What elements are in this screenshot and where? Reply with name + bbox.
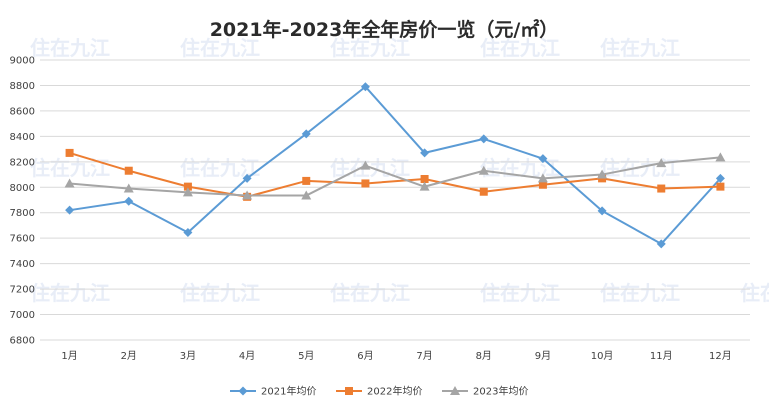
data-point-marker xyxy=(64,178,75,188)
data-point-marker xyxy=(360,160,371,170)
x-tick-label: 1月 xyxy=(61,350,77,362)
data-point-marker xyxy=(65,148,74,157)
series-line xyxy=(69,151,721,198)
data-point-marker xyxy=(65,205,75,215)
y-tick-label: 7400 xyxy=(10,259,35,270)
x-tick-label: 12月 xyxy=(709,350,732,362)
x-tick-label: 5月 xyxy=(298,350,314,362)
data-point-marker xyxy=(301,129,311,139)
data-point-marker xyxy=(301,190,312,200)
series-3 xyxy=(64,152,726,200)
data-point-marker xyxy=(597,206,607,216)
y-tick-label: 8200 xyxy=(10,157,35,168)
watermark-text: 住在九江 xyxy=(330,281,410,305)
watermark-text: 住在九江 xyxy=(480,281,560,305)
data-point-marker xyxy=(538,180,547,189)
data-point-marker xyxy=(479,134,489,144)
data-point-marker xyxy=(657,184,666,193)
data-point-marker xyxy=(716,182,725,191)
legend-item: 2023年均价 xyxy=(442,385,528,398)
data-point-marker xyxy=(242,173,252,183)
legend-marker xyxy=(345,387,353,395)
watermark-text: 住在九江 xyxy=(30,156,110,180)
data-point-marker xyxy=(183,182,192,191)
y-tick-label: 7600 xyxy=(10,234,35,245)
y-tick-label: 9000 xyxy=(10,56,35,67)
y-tick-label: 8600 xyxy=(10,106,35,117)
chart-title: 2021年-2023年全年房价一览（元/㎡） xyxy=(210,18,559,41)
x-axis: 1月 2月 3月 4月 5月 6月 7月 8月 9月 10月 11月 12月 xyxy=(61,350,731,362)
y-tick-label: 7800 xyxy=(10,208,35,219)
data-point-marker xyxy=(537,173,548,183)
watermark-text: 住在九江 xyxy=(180,36,260,60)
data-point-marker xyxy=(715,152,726,162)
series-layer xyxy=(64,82,726,249)
data-point-marker xyxy=(360,82,370,92)
data-point-marker xyxy=(420,148,430,158)
y-tick-label: 8400 xyxy=(10,132,35,143)
data-point-marker xyxy=(656,158,667,168)
grid-lines xyxy=(40,59,750,341)
data-point-marker xyxy=(242,190,253,200)
y-tick-label: 6800 xyxy=(10,336,35,347)
data-point-marker xyxy=(715,173,725,183)
data-point-marker xyxy=(597,169,608,179)
legend-marker xyxy=(450,386,460,395)
data-point-marker xyxy=(656,239,666,249)
y-tick-label: 7000 xyxy=(10,310,35,321)
x-tick-label: 2月 xyxy=(121,350,137,362)
x-tick-label: 4月 xyxy=(239,350,255,362)
series-line xyxy=(69,85,722,245)
x-tick-label: 10月 xyxy=(591,350,614,362)
series-line xyxy=(69,156,721,197)
data-point-marker xyxy=(420,175,429,183)
y-tick-label: 7200 xyxy=(10,285,35,296)
x-tick-label: 9月 xyxy=(535,350,551,362)
x-tick-label: 8月 xyxy=(476,350,492,362)
legend-marker xyxy=(238,386,248,396)
watermark-text: 住在九江 xyxy=(30,36,110,60)
y-tick-label: 8000 xyxy=(10,183,35,194)
legend: 2021年均价 2022年均价 2023年均价 xyxy=(230,385,528,398)
y-tick-label: 8800 xyxy=(10,81,35,92)
x-tick-label: 6月 xyxy=(357,350,373,362)
legend-label: 2021年均价 xyxy=(261,385,316,398)
data-point-marker xyxy=(478,165,489,175)
watermark-text: 住在九江 xyxy=(330,36,410,60)
y-axis: 6800 7000 7200 7400 7600 7800 8000 8200 8400 8600… xyxy=(10,56,35,347)
data-point-marker xyxy=(479,187,488,196)
x-tick-label: 7月 xyxy=(416,350,432,362)
watermark-text: 住在九江 xyxy=(180,281,260,305)
data-point-marker xyxy=(538,154,548,164)
x-tick-label: 11月 xyxy=(650,350,673,362)
data-point-marker xyxy=(182,187,193,197)
watermark-text: 住在九江 xyxy=(30,281,110,305)
watermark-text: 住在九江 xyxy=(600,36,680,60)
series-1 xyxy=(65,82,725,249)
data-point-marker xyxy=(123,183,134,193)
legend-label: 2022年均价 xyxy=(367,385,422,398)
data-point-marker xyxy=(183,227,193,237)
x-tick-label: 3月 xyxy=(180,350,196,362)
data-point-marker xyxy=(419,181,430,191)
data-point-marker xyxy=(124,166,133,175)
legend-label: 2023年均价 xyxy=(473,385,528,398)
data-point-marker xyxy=(302,176,311,185)
watermark-text: 住在九江 xyxy=(740,281,769,305)
data-point-marker xyxy=(124,196,134,206)
watermark-text: 住在九江 xyxy=(600,281,680,305)
data-point-marker xyxy=(361,179,370,188)
legend-item: 2021年均价 xyxy=(230,385,316,398)
legend-item: 2022年均价 xyxy=(336,385,422,398)
watermark-text: 住在九江 xyxy=(480,36,560,60)
